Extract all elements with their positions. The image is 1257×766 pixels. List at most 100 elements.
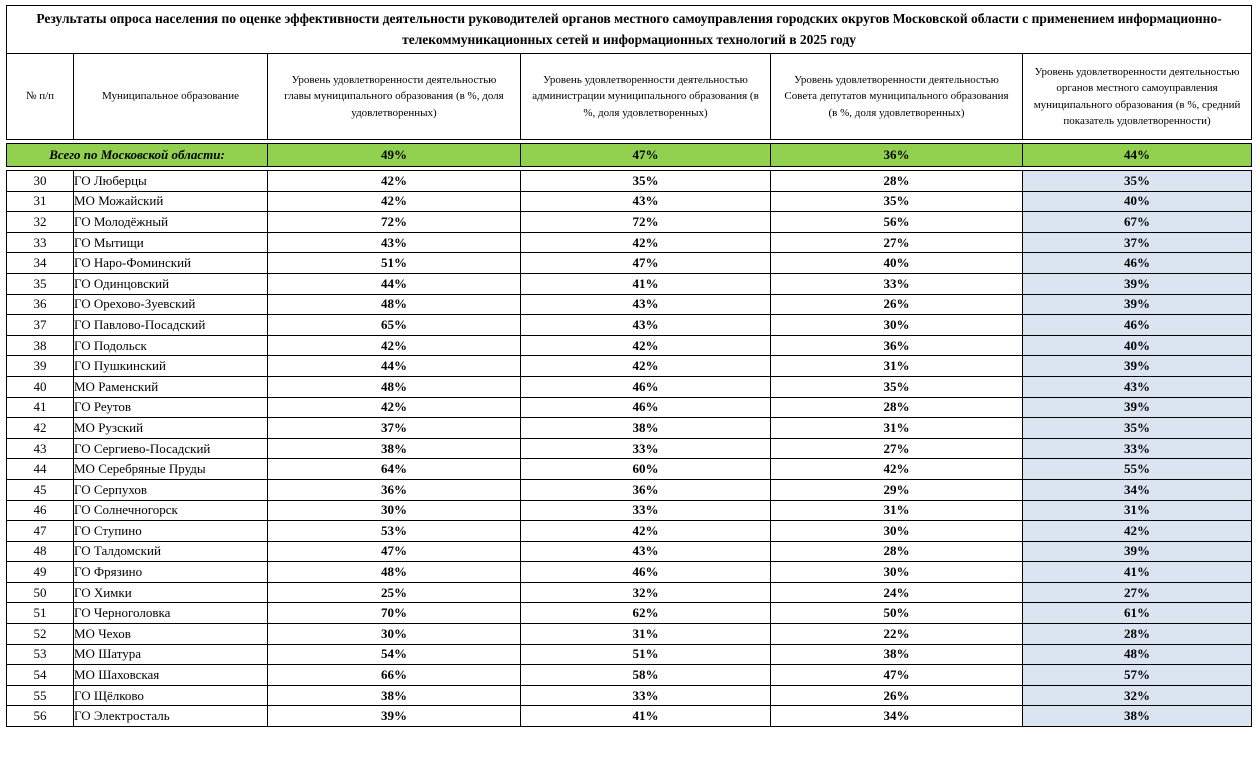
summary-council-value: 36% (770, 143, 1024, 167)
municipality-cell: ГО Щёлково (73, 684, 268, 707)
row-number-cell: 46 (6, 499, 74, 522)
admin-satisfaction-cell: 41% (520, 705, 771, 728)
municipality-cell: ГО Фрязино (73, 561, 268, 583)
row-number-cell: 50 (6, 581, 74, 604)
average-satisfaction-cell: 28% (1022, 623, 1252, 645)
row-number-cell: 37 (6, 314, 74, 336)
average-satisfaction-cell: 39% (1022, 293, 1252, 316)
head-satisfaction-cell: 48% (267, 293, 521, 316)
summary-label: Всего по Московской области: (5, 143, 269, 167)
council-satisfaction-cell: 31% (770, 499, 1023, 522)
average-satisfaction-cell: 46% (1022, 314, 1252, 336)
table-row: 32 ГО Молодёжный 72% 72% 56% 67% (6, 211, 1252, 233)
average-satisfaction-cell: 46% (1022, 252, 1252, 274)
admin-satisfaction-cell: 38% (520, 417, 771, 439)
summary-table: Всего по Московской области: 49% 47% 36%… (5, 143, 1253, 167)
council-satisfaction-cell: 31% (770, 355, 1023, 377)
row-number-cell: 54 (6, 664, 74, 686)
average-satisfaction-cell: 35% (1022, 417, 1252, 439)
average-satisfaction-cell: 67% (1022, 211, 1252, 233)
row-number-cell: 31 (6, 190, 74, 213)
admin-satisfaction-cell: 43% (520, 293, 771, 316)
council-satisfaction-cell: 35% (770, 375, 1023, 398)
row-number-cell: 45 (6, 478, 74, 501)
average-satisfaction-cell: 37% (1022, 231, 1252, 254)
municipality-cell: МО Чехов (73, 623, 268, 645)
table-row: 34 ГО Наро-Фоминский 51% 47% 40% 46% (6, 252, 1252, 274)
municipality-cell: МО Шаховская (73, 664, 268, 686)
table-row: 56 ГО Электросталь 39% 41% 34% 38% (6, 705, 1252, 728)
municipality-cell: ГО Наро-Фоминский (73, 252, 268, 274)
column-header-average: Уровень удовлетворенности деятельностью … (1021, 53, 1253, 140)
municipality-cell: МО Можайский (73, 190, 268, 213)
table-row: 37 ГО Павлово-Посадский 65% 43% 30% 46% (6, 314, 1252, 336)
municipality-cell: ГО Сергиево-Посадский (73, 437, 268, 460)
council-satisfaction-cell: 30% (770, 561, 1023, 583)
average-satisfaction-cell: 38% (1022, 705, 1252, 728)
table-row: 35 ГО Одинцовский 44% 41% 33% 39% (6, 272, 1252, 295)
head-satisfaction-cell: 65% (267, 314, 521, 336)
council-satisfaction-cell: 35% (770, 190, 1023, 213)
head-satisfaction-cell: 38% (267, 684, 521, 707)
council-satisfaction-cell: 33% (770, 272, 1023, 295)
average-satisfaction-cell: 39% (1022, 272, 1252, 295)
admin-satisfaction-cell: 60% (520, 458, 771, 480)
head-satisfaction-cell: 54% (267, 643, 521, 666)
row-number-cell: 51 (6, 602, 74, 625)
table-row: 33 ГО Мытищи 43% 42% 27% 37% (6, 231, 1252, 254)
average-satisfaction-cell: 39% (1022, 396, 1252, 419)
head-satisfaction-cell: 47% (267, 540, 521, 563)
average-satisfaction-cell: 40% (1022, 334, 1252, 357)
head-satisfaction-cell: 70% (267, 602, 521, 625)
table-row: 42 МО Рузский 37% 38% 31% 35% (6, 417, 1252, 439)
average-satisfaction-cell: 48% (1022, 643, 1252, 666)
council-satisfaction-cell: 30% (770, 314, 1023, 336)
head-satisfaction-cell: 43% (267, 231, 521, 254)
row-number-cell: 44 (6, 458, 74, 480)
admin-satisfaction-cell: 43% (520, 314, 771, 336)
column-header-council: Уровень удовлетворенности деятельностью … (770, 53, 1023, 140)
council-satisfaction-cell: 28% (770, 396, 1023, 419)
table-row: 51 ГО Черноголовка 70% 62% 50% 61% (6, 602, 1252, 625)
admin-satisfaction-cell: 46% (520, 561, 771, 583)
admin-satisfaction-cell: 58% (520, 664, 771, 686)
head-satisfaction-cell: 42% (267, 334, 521, 357)
admin-satisfaction-cell: 32% (520, 581, 771, 604)
average-satisfaction-cell: 27% (1022, 581, 1252, 604)
table-row: 30 ГО Люберцы 42% 35% 28% 35% (6, 170, 1252, 192)
row-number-cell: 41 (6, 396, 74, 419)
admin-satisfaction-cell: 51% (520, 643, 771, 666)
admin-satisfaction-cell: 36% (520, 478, 771, 501)
admin-satisfaction-cell: 42% (520, 231, 771, 254)
admin-satisfaction-cell: 33% (520, 437, 771, 460)
municipality-cell: ГО Ступино (73, 520, 268, 542)
council-satisfaction-cell: 28% (770, 540, 1023, 563)
head-satisfaction-cell: 44% (267, 355, 521, 377)
head-satisfaction-cell: 53% (267, 520, 521, 542)
council-satisfaction-cell: 40% (770, 252, 1023, 274)
municipality-cell: ГО Мытищи (73, 231, 268, 254)
header-table: Результаты опроса населения по оценке эф… (5, 5, 1253, 140)
municipality-cell: ГО Электросталь (73, 705, 268, 728)
admin-satisfaction-cell: 33% (520, 684, 771, 707)
head-satisfaction-cell: 30% (267, 623, 521, 645)
average-satisfaction-cell: 31% (1022, 499, 1252, 522)
municipality-cell: ГО Солнечногорск (73, 499, 268, 522)
summary-head-value: 49% (267, 143, 522, 167)
council-satisfaction-cell: 38% (770, 643, 1023, 666)
council-satisfaction-cell: 24% (770, 581, 1023, 604)
municipality-cell: ГО Люберцы (73, 170, 268, 192)
council-satisfaction-cell: 26% (770, 684, 1023, 707)
row-number-cell: 53 (6, 643, 74, 666)
table-row: 45 ГО Серпухов 36% 36% 29% 34% (6, 478, 1252, 501)
head-satisfaction-cell: 42% (267, 170, 521, 192)
head-satisfaction-cell: 66% (267, 664, 521, 686)
row-number-cell: 55 (6, 684, 74, 707)
municipality-cell: ГО Черноголовка (73, 602, 268, 625)
admin-satisfaction-cell: 42% (520, 334, 771, 357)
council-satisfaction-cell: 47% (770, 664, 1023, 686)
head-satisfaction-cell: 39% (267, 705, 521, 728)
head-satisfaction-cell: 48% (267, 561, 521, 583)
table-row: 47 ГО Ступино 53% 42% 30% 42% (6, 520, 1252, 542)
table-row: 38 ГО Подольск 42% 42% 36% 40% (6, 334, 1252, 357)
